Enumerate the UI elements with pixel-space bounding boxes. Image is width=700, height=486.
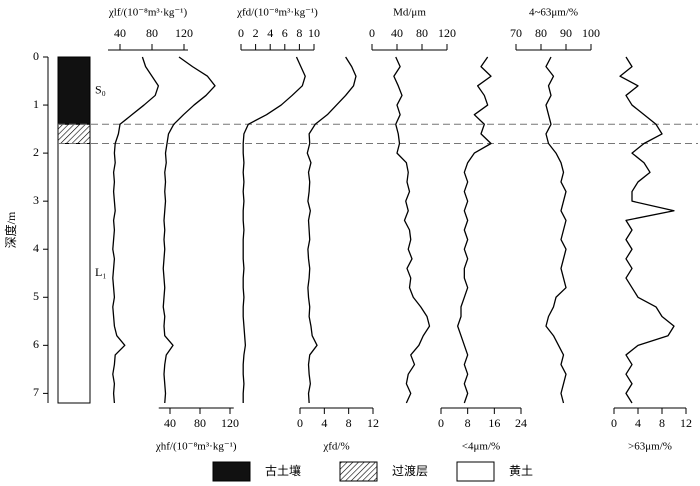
x-axis-title: χfd/(10⁻⁸m³·kg⁻¹) [236, 7, 318, 19]
x-tick-label: 70 [510, 26, 522, 40]
x-tick-label: 40 [164, 416, 176, 430]
x-tick-label: 4 [321, 416, 327, 430]
profile-line [457, 56, 492, 404]
x-tick-label: 8 [296, 26, 302, 40]
layer [57, 123, 91, 144]
y-axis-label: 深度/m [3, 211, 18, 248]
y-tick-label: 3 [33, 193, 39, 207]
x-tick-label: 4 [635, 416, 641, 430]
legend-label: 黄土 [509, 464, 533, 478]
profile-line [242, 56, 306, 403]
x-tick-label: 8 [346, 416, 352, 430]
x-tick-label: 16 [488, 416, 500, 430]
x-tick-label: 8 [659, 416, 665, 430]
profile-line [162, 56, 216, 404]
y-tick-label: 1 [33, 97, 39, 111]
legend-swatch [212, 461, 251, 482]
profile-line [306, 56, 357, 404]
x-tick-label: 90 [560, 26, 572, 40]
x-axis-title: χfd/% [322, 441, 349, 453]
legend-label: 过渡层 [392, 463, 428, 478]
x-tick-label: 24 [515, 416, 527, 430]
profile-line [619, 56, 675, 404]
x-tick-label: 12 [680, 416, 692, 430]
legend-label: 古土壤 [265, 463, 301, 478]
x-tick-label: 100 [582, 26, 600, 40]
y-tick-label: 6 [33, 337, 39, 351]
x-tick-label: 8 [465, 416, 471, 430]
horizon-label: S₀ [95, 82, 106, 96]
x-tick-label: 40 [114, 26, 126, 40]
legend-swatch [456, 461, 495, 482]
x-tick-label: 80 [535, 26, 547, 40]
x-tick-label: 4 [267, 26, 273, 40]
x-tick-label: 120 [221, 416, 239, 430]
y-tick-label: 0 [33, 49, 39, 63]
x-tick-label: 12 [367, 416, 379, 430]
x-tick-label: 80 [416, 26, 428, 40]
layer [57, 56, 91, 125]
x-tick-label: 0 [369, 26, 375, 40]
x-axis-title: <4μm/% [462, 441, 500, 453]
x-tick-label: 120 [175, 26, 193, 40]
x-axis-title: χhf/(10⁻⁸m³·kg⁻¹) [155, 441, 237, 453]
y-tick-label: 4 [33, 241, 39, 255]
x-tick-label: 10 [308, 26, 320, 40]
x-axis-title: 4~63μm/% [529, 7, 578, 19]
profile-line [545, 56, 567, 404]
x-axis-title: Md/μm [393, 7, 426, 19]
x-tick-label: 0 [438, 416, 444, 430]
x-tick-label: 80 [146, 26, 158, 40]
x-axis-title: χlf/(10⁻⁸m³·kg⁻¹) [108, 7, 188, 19]
x-tick-label: 0 [297, 416, 303, 430]
x-tick-label: 0 [611, 416, 617, 430]
x-tick-label: 6 [282, 26, 288, 40]
x-tick-label: 120 [438, 26, 456, 40]
x-tick-label: 2 [253, 26, 259, 40]
y-tick-label: 2 [33, 145, 39, 159]
profile-line [393, 56, 431, 404]
profile-line [112, 56, 160, 404]
legend-swatch [339, 461, 378, 482]
layer [57, 143, 91, 404]
x-tick-label: 80 [194, 416, 206, 430]
horizon-label: L₁ [95, 265, 107, 279]
y-tick-label: 7 [33, 385, 39, 399]
y-tick-label: 5 [33, 289, 39, 303]
x-axis-title: >63μm/% [628, 441, 672, 453]
x-tick-label: 0 [238, 26, 244, 40]
x-tick-label: 40 [391, 26, 403, 40]
